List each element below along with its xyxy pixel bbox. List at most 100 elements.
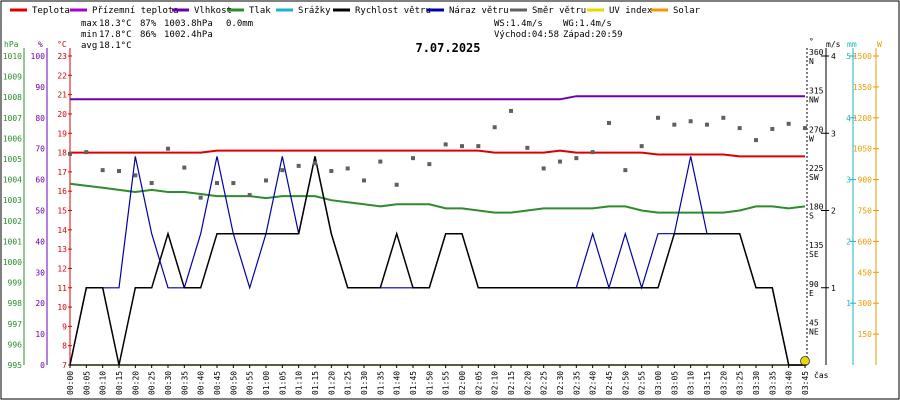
pressure-tick-label: 999 bbox=[8, 279, 23, 288]
x-tick-label: 02:10 bbox=[491, 371, 500, 395]
pressure-tick-label: 997 bbox=[8, 320, 23, 329]
temperature-tick-label: 17 bbox=[57, 168, 67, 177]
pressure-axis-unit: hPa bbox=[4, 40, 19, 49]
wind-dir-tick-label: 315 bbox=[809, 87, 824, 96]
pressure-tick-label: 1009 bbox=[3, 73, 22, 82]
rain-tick-label: 2 bbox=[846, 237, 851, 246]
x-tick-label: 00:05 bbox=[82, 371, 91, 395]
legend-label-temperature: Teplota bbox=[32, 6, 70, 16]
wind-dir-point bbox=[117, 169, 121, 174]
wind-dir-point bbox=[460, 144, 464, 149]
humidity-tick-label: 70 bbox=[35, 145, 45, 154]
pressure-tick-label: 1000 bbox=[3, 258, 22, 267]
x-axis-label: čas bbox=[814, 370, 829, 380]
legend-label-wind_speed: Rychlost větru bbox=[355, 6, 431, 16]
wind-tick-label: 3 bbox=[831, 129, 836, 138]
x-tick-label: 01:40 bbox=[393, 371, 402, 395]
rain-tick-label: 5 bbox=[846, 52, 851, 61]
wind-dir-compass-label: NW bbox=[809, 96, 819, 105]
pressure-tick-label: 1010 bbox=[3, 52, 22, 61]
solar-tick-label: 150 bbox=[858, 330, 873, 339]
wind-dir-point bbox=[84, 150, 89, 155]
x-tick-label: 00:25 bbox=[148, 371, 157, 395]
wind-dir-point bbox=[182, 165, 187, 170]
temperature-tick-label: 22 bbox=[57, 71, 67, 80]
wind-dir-point bbox=[264, 178, 268, 183]
humidity-axis-unit: % bbox=[38, 40, 43, 49]
stats-block: max 18.3°C 87% 1003.8hPa 0.0mm min 17.8°… bbox=[81, 19, 623, 51]
temperature-tick-label: 12 bbox=[57, 264, 67, 273]
wind-dir-point bbox=[770, 126, 775, 131]
wind-dir-point bbox=[525, 145, 530, 150]
humidity-tick-label: 0 bbox=[40, 361, 45, 370]
legend: Teplota Přízemní teplota Vlhkost Tlak Srážky… bbox=[10, 6, 701, 16]
humidity-tick-label: 90 bbox=[35, 83, 45, 92]
x-tick-label: 03:40 bbox=[785, 371, 794, 395]
x-tick-label: 03:45 bbox=[801, 371, 810, 395]
legend-label-gust: Náraz větru bbox=[449, 6, 509, 16]
solar-tick-label: 1050 bbox=[853, 145, 872, 154]
pressure-tick-label: 995 bbox=[8, 361, 23, 370]
x-tick-label: 03:30 bbox=[752, 371, 761, 395]
rain-tick-label: 1 bbox=[846, 299, 851, 308]
x-tick-label: 01:10 bbox=[295, 371, 304, 395]
wind-dir-point bbox=[688, 119, 693, 124]
humidity-tick-label: 80 bbox=[35, 114, 45, 123]
legend-label-rain: Srážky bbox=[298, 6, 331, 16]
legend-label-humidity: Vlhkost bbox=[194, 6, 232, 16]
stat-avg-label: avg bbox=[81, 41, 97, 51]
pressure-tick-label: 1001 bbox=[3, 237, 22, 246]
stat-min-humidity: 86% bbox=[140, 30, 157, 40]
x-tick-label: 03:35 bbox=[768, 371, 777, 395]
x-tick-label: 02:05 bbox=[474, 371, 483, 395]
series-line-wind_speed bbox=[69, 156, 805, 366]
humidity-tick-label: 10 bbox=[35, 330, 45, 339]
solar-tick-label: 600 bbox=[858, 237, 873, 246]
solar-tick-label: 300 bbox=[858, 299, 873, 308]
stat-max-pressure: 1003.8hPa bbox=[164, 19, 213, 29]
temperature-tick-label: 13 bbox=[57, 245, 67, 254]
wind-dir-tick-label: 270 bbox=[809, 125, 824, 134]
x-tick-label: 00:20 bbox=[131, 371, 140, 395]
solar-tick-label: 750 bbox=[858, 207, 873, 216]
humidity-tick-label: 20 bbox=[35, 299, 45, 308]
uv-marker bbox=[800, 356, 810, 366]
x-tick-label: 00:15 bbox=[115, 371, 124, 395]
wind-dir-point bbox=[443, 142, 448, 147]
x-tick-label: 00:00 bbox=[66, 371, 75, 395]
x-tick-label: 00:45 bbox=[213, 371, 222, 395]
stat-max-label: max bbox=[81, 19, 98, 29]
wind-dir-point bbox=[607, 120, 611, 125]
solar-tick-label: 450 bbox=[858, 268, 873, 277]
wind-dir-point bbox=[672, 122, 677, 127]
wind-dir-tick-label: 135 bbox=[809, 241, 824, 250]
stat-max-humidity: 87% bbox=[140, 19, 157, 29]
wind-dir-point bbox=[754, 138, 758, 143]
x-tick-label: 02:50 bbox=[621, 371, 630, 395]
temperature-tick-label: 14 bbox=[57, 226, 67, 235]
x-tick-label: 01:20 bbox=[327, 371, 336, 395]
x-tick-label: 00:50 bbox=[229, 371, 238, 395]
wind-axis-unit: m/s bbox=[826, 40, 841, 49]
wind-dir-point bbox=[378, 159, 383, 164]
x-tick-label: 02:25 bbox=[540, 371, 549, 395]
stat-min-label: min bbox=[81, 30, 97, 40]
x-tick-label: 01:05 bbox=[278, 371, 287, 395]
wind-dir-point bbox=[133, 173, 138, 178]
x-tick-label: 00:10 bbox=[99, 371, 108, 395]
temperature-tick-label: 9 bbox=[62, 322, 67, 331]
wind-dir-compass-label: SE bbox=[809, 250, 819, 259]
x-tick-label: 02:35 bbox=[572, 371, 581, 395]
wind-dir-point bbox=[476, 144, 481, 149]
rain-axis-unit: mm bbox=[847, 40, 857, 49]
humidity-tick-label: 60 bbox=[35, 176, 45, 185]
wind-dir-point bbox=[247, 193, 252, 198]
x-tick-label: 01:55 bbox=[442, 371, 451, 395]
stat-wind-speed: WS:1.4m/s bbox=[494, 19, 543, 29]
legend-label-wind_dir: Směr větru bbox=[532, 6, 586, 16]
solar-tick-label: 1200 bbox=[853, 114, 872, 123]
wind-dir-point bbox=[590, 150, 595, 155]
x-tick-label: 01:25 bbox=[344, 371, 353, 395]
chart-date: 7.07.2025 bbox=[415, 41, 480, 55]
